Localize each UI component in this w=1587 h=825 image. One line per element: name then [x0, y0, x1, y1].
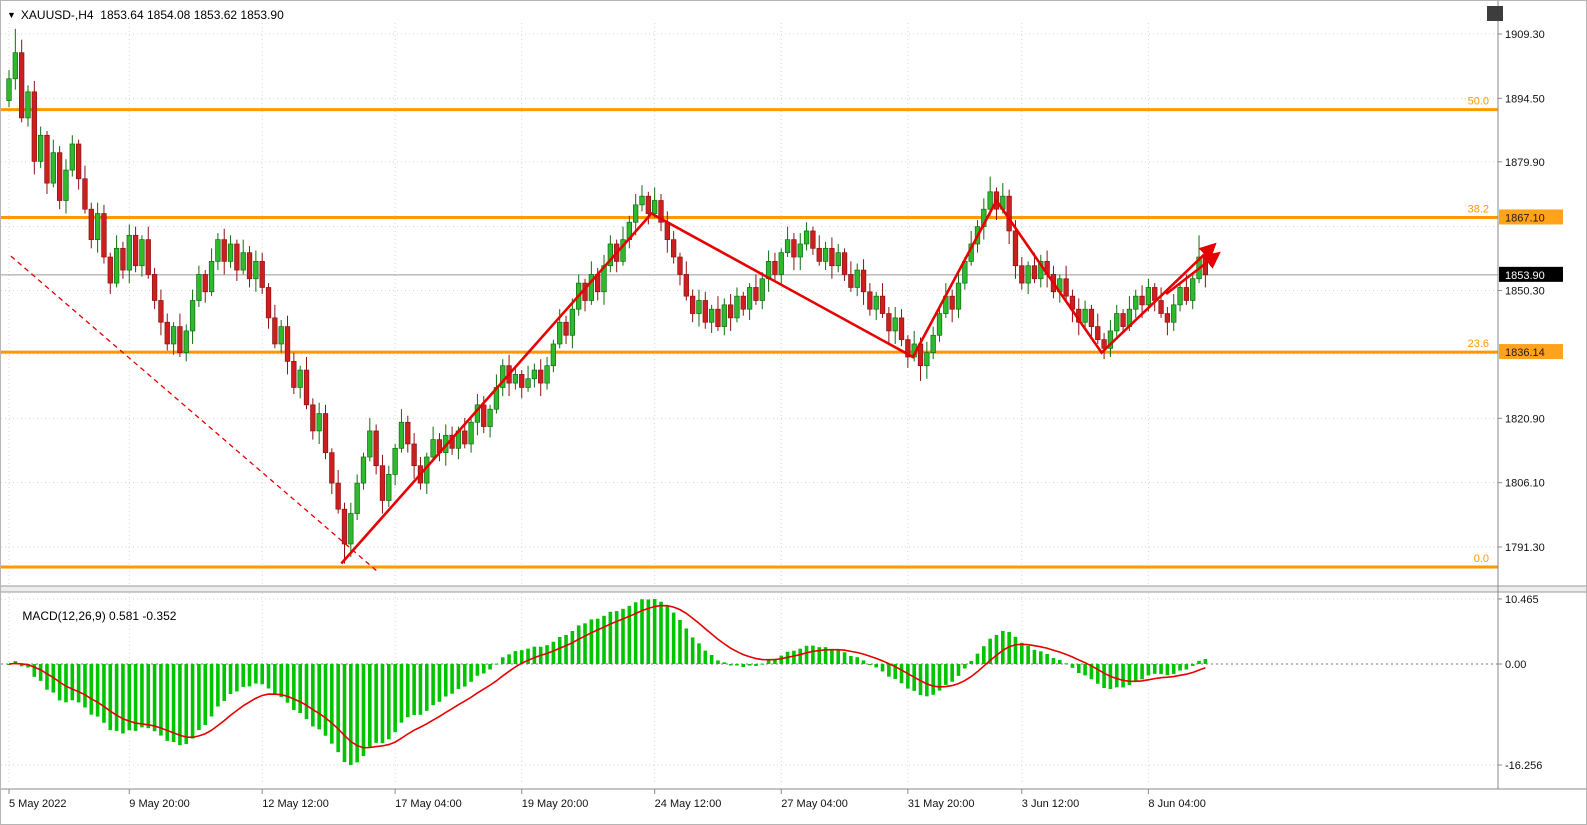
trend-arrows[interactable] [340, 198, 1221, 565]
fib-label: 50.0 [1468, 96, 1489, 108]
time-axis-label: 24 May 12:00 [655, 798, 722, 810]
price-axis-label: 1791.30 [1505, 542, 1545, 554]
time-axis-label: 9 May 20:00 [129, 798, 190, 810]
price-badge-text: 1853.90 [1505, 270, 1545, 282]
time-axis-label: 19 May 20:00 [522, 798, 589, 810]
price-axis-label: 1909.30 [1505, 29, 1545, 41]
price-axis-label: 1850.30 [1505, 286, 1545, 298]
fib-label: 38.2 [1468, 203, 1489, 215]
price-axis-label: 1806.10 [1505, 478, 1545, 490]
price-axis-label: 1879.90 [1505, 157, 1545, 169]
price-axis-label: 1820.90 [1505, 413, 1545, 425]
price-badge-text: 1836.14 [1505, 347, 1545, 359]
time-axis-label: 31 May 20:00 [908, 798, 975, 810]
price-badge [1499, 344, 1563, 360]
macd-axis-label: 0.00 [1505, 659, 1526, 671]
macd-axis-label: 10.465 [1505, 594, 1539, 606]
symbol-ohlc-text: XAUUSD-,H4 1853.64 1854.08 1853.62 1853.… [20, 8, 284, 22]
time-axis-label: 5 May 2022 [9, 798, 66, 810]
fibonacci-retracement[interactable]: 50.0 38.2 23.6 0.0 [1, 96, 1498, 569]
macd-axis-label: -16.256 [1505, 760, 1542, 772]
time-axis-label: 3 Jun 12:00 [1022, 798, 1080, 810]
price-axis[interactable]: 1909.30 1894.50 1879.90 1850.30 1820.90 1806.… [1498, 29, 1563, 554]
time-axis-label: 8 Jun 04:00 [1148, 798, 1206, 810]
chart-corner-box[interactable] [1487, 6, 1503, 21]
chart-title: ▼ XAUUSD-,H4 1853.64 1854.08 1853.62 185… [7, 8, 284, 22]
macd-indicator-label: MACD(12,26,9) 0.581 -0.352 [22, 609, 177, 623]
price-badge [1499, 266, 1563, 282]
price-badge [1499, 209, 1563, 225]
symbol-marker-icon: ▼ [7, 9, 16, 20]
price-axis-label: 1894.50 [1505, 93, 1545, 105]
trend-arrow[interactable] [1165, 251, 1221, 296]
fib-label: 0.0 [1474, 553, 1489, 565]
time-axis-label: 12 May 12:00 [262, 798, 329, 810]
fib-label: 23.6 [1468, 338, 1489, 350]
time-axis-label: 27 May 04:00 [781, 798, 848, 810]
trend-arrow[interactable] [340, 198, 1217, 565]
price-badge-text: 1867.10 [1505, 212, 1545, 224]
macd-signal-line [8, 604, 1206, 749]
macd-axis[interactable]: 10.465 0.00 -16.256 [1498, 594, 1542, 772]
panel-separator[interactable] [1, 585, 1587, 593]
macd-histogram [7, 599, 1208, 765]
time-axis[interactable]: 5 May 2022 9 May 20:00 12 May 12:00 17 May … [8, 789, 1206, 810]
time-axis-label: 17 May 04:00 [395, 798, 462, 810]
axes-frame [1, 1, 1586, 790]
